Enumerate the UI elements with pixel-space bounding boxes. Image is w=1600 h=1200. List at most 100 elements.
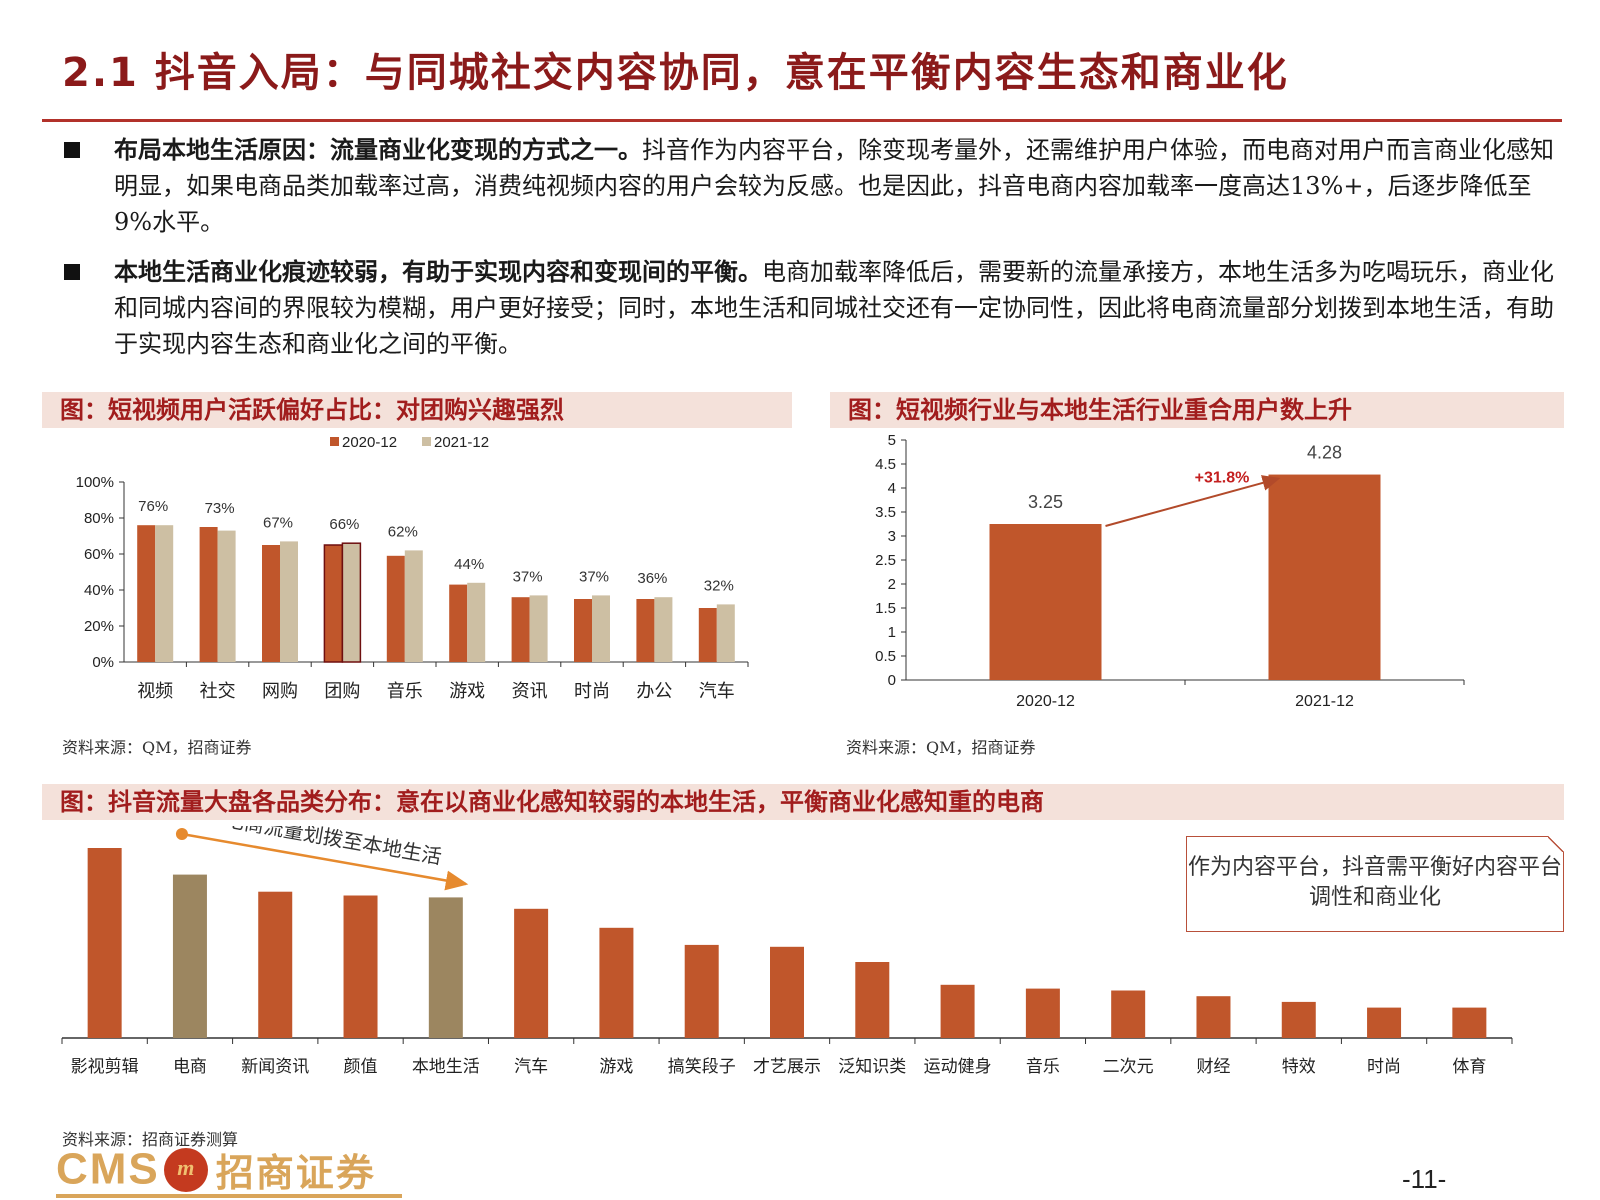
- y-tick-label: 5: [888, 432, 896, 449]
- chart2-caption: 图：短视频行业与本地生活行业重合用户数上升: [830, 392, 1564, 428]
- note-box: 作为内容平台，抖音需平衡好内容平台调性和商业化: [1186, 836, 1564, 932]
- data-label: 67%: [263, 514, 293, 531]
- data-label: 37%: [513, 568, 543, 585]
- bar: [698, 608, 717, 662]
- logo-mark-icon: m: [163, 1147, 208, 1192]
- y-tick-label: 4: [888, 480, 896, 497]
- bullet-heading: 布局本地生活原因：流量商业化变现的方式之一。: [114, 135, 642, 164]
- bar: [258, 891, 293, 1038]
- bar: [1025, 988, 1060, 1038]
- square-bullet-icon: [64, 264, 80, 280]
- x-tick-label: 2020-12: [1016, 693, 1075, 710]
- bullet-item: 布局本地生活原因：流量商业化变现的方式之一。抖音作为内容平台，除变现考量外，还需…: [62, 132, 1562, 240]
- bar: [280, 541, 298, 662]
- bar: [529, 595, 548, 662]
- bar: [636, 599, 655, 662]
- chart3-source: 资料来源：招商证券测算: [62, 1130, 239, 1149]
- bar: [1367, 1007, 1402, 1038]
- data-label: 36%: [637, 570, 667, 587]
- y-tick-label: 100%: [76, 474, 114, 491]
- y-tick-label: 0.5: [875, 648, 896, 665]
- bar: [592, 595, 610, 662]
- chart1-user-preference: 0% 20% 40% 60% 80% 100% 76% 视频 73% 社交 67% 网购 66% 团购 62…: [76, 434, 749, 701]
- bullet-text: 电商加载率降低后，需要新的流量承接方，本地生活多为吃喝玩乐，商业化和同城内容间的…: [114, 258, 1554, 358]
- x-tick-label: 财经: [1196, 1057, 1230, 1076]
- x-tick-label: 音乐: [387, 681, 423, 701]
- x-tick-label: 电商: [173, 1057, 207, 1076]
- bar: [770, 946, 804, 1038]
- bar: [989, 524, 1102, 680]
- x-tick-label: 颜值: [344, 1057, 378, 1076]
- data-label: 62%: [388, 523, 418, 540]
- bullet-heading: 本地生活商业化痕迹较弱，有助于实现内容和变现间的平衡。: [114, 257, 762, 286]
- title-divider: [42, 119, 1562, 122]
- x-tick-label: 泛知识类: [838, 1057, 906, 1076]
- growth-arrow: [1105, 475, 1281, 527]
- bar: [449, 584, 468, 662]
- bar: [87, 848, 122, 1038]
- bar: [323, 544, 344, 663]
- chart2-overlap-users: 0 0.5 1 1.5 2 2.5 3 3.5 4 4.5 5 3.25 2020-12 4.28 2021…: [875, 432, 1465, 710]
- x-tick-label: 运动健身: [924, 1057, 992, 1076]
- bullet-text: 抖音作为内容平台，除变现考量外，还需维护用户体验，而电商对用户而言商业化感知明显…: [114, 136, 1554, 236]
- x-tick-label: 社交: [200, 681, 236, 701]
- bar: [404, 550, 423, 662]
- logo-underline: [56, 1194, 402, 1198]
- data-label: 73%: [205, 500, 235, 517]
- bar: [1268, 474, 1381, 680]
- square-bullet-icon: [64, 142, 80, 158]
- data-label: 37%: [579, 568, 609, 585]
- bar: [716, 604, 735, 662]
- bar: [172, 874, 207, 1038]
- y-tick-label: 80%: [84, 510, 114, 527]
- x-tick-label: 才艺展示: [753, 1057, 821, 1076]
- y-tick-label: 20%: [84, 618, 114, 635]
- x-tick-label: 办公: [636, 681, 672, 701]
- data-label: 66%: [329, 516, 359, 533]
- chart3-caption: 图：抖音流量大盘各品类分布：意在以商业化感知较弱的本地生活，平衡商业化感知重的电…: [42, 784, 1564, 820]
- bar: [684, 944, 719, 1038]
- logo-cn-text: 招商证券: [215, 1150, 376, 1195]
- x-tick-label: 网购: [262, 681, 298, 701]
- data-label: 4.28: [1307, 443, 1342, 463]
- x-tick-label: 游戏: [449, 681, 485, 701]
- y-tick-label: 4.5: [875, 456, 896, 473]
- page-title: 2.1 抖音入局：与同城社交内容协同，意在平衡内容生态和商业化: [62, 50, 1289, 96]
- y-tick-label: 3: [888, 528, 896, 545]
- bar: [386, 555, 405, 662]
- x-tick-label: 本地生活: [412, 1057, 480, 1076]
- x-tick-label: 音乐: [1026, 1057, 1060, 1076]
- bar: [343, 895, 378, 1038]
- bar: [217, 530, 236, 662]
- bar: [262, 545, 280, 662]
- y-tick-label: 40%: [84, 582, 114, 599]
- x-tick-label: 资讯: [512, 681, 548, 701]
- legend-label: 2021-12: [434, 434, 489, 451]
- bar: [654, 597, 673, 662]
- bar: [599, 927, 634, 1038]
- bar: [1196, 996, 1231, 1038]
- growth-annotation: +31.8%: [1195, 469, 1250, 486]
- data-label: 76%: [138, 498, 168, 515]
- y-tick-label: 2: [888, 576, 896, 593]
- bar: [514, 908, 549, 1038]
- data-label: 3.25: [1028, 492, 1063, 512]
- x-tick-label: 特效: [1282, 1057, 1316, 1076]
- shift-arrow: [181, 832, 469, 891]
- logo-cms-text: CMS: [56, 1144, 160, 1194]
- x-tick-label: 搞笑段子: [668, 1057, 736, 1076]
- data-label: 44%: [454, 556, 484, 573]
- bar: [155, 525, 174, 662]
- bar: [940, 984, 975, 1038]
- x-tick-label: 影视剪辑: [71, 1057, 139, 1076]
- y-tick-label: 2.5: [875, 552, 896, 569]
- y-tick-label: 60%: [84, 546, 114, 563]
- x-tick-label: 汽车: [699, 681, 735, 701]
- x-tick-label: 体育: [1452, 1057, 1486, 1076]
- legend-swatch: [422, 437, 431, 446]
- chart2-source: 资料来源：QM，招商证券: [846, 738, 1036, 757]
- bar: [467, 582, 486, 662]
- y-tick-label: 1: [888, 624, 896, 641]
- chart1-caption: 图：短视频用户活跃偏好占比：对团购兴趣强烈: [42, 392, 792, 428]
- x-tick-label: 游戏: [599, 1057, 633, 1076]
